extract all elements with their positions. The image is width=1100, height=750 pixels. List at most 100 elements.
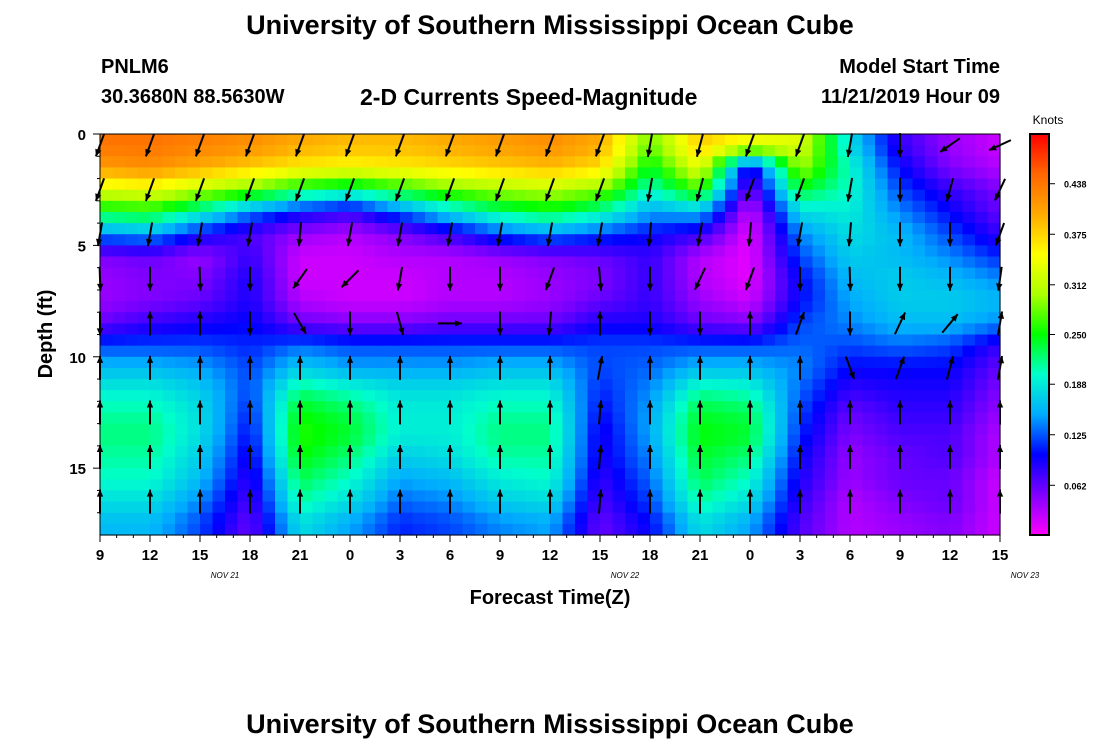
heat-cell [612,245,626,258]
heat-cell [475,423,489,436]
heat-cell [900,457,914,469]
arrow-head [796,445,804,452]
heat-cell [837,356,851,369]
heat-cell [987,390,1001,402]
heat-cell [537,145,551,157]
x-tick-label: 12 [942,547,959,564]
heat-cell [500,356,514,369]
heat-cell [162,178,176,191]
heat-cell [350,501,364,514]
heat-cell [212,334,226,347]
current-arrow [744,178,756,202]
heat-cell [500,490,514,503]
heat-cell [475,134,489,146]
current-arrow [396,266,404,291]
heat-cell [887,167,901,180]
heat-cell [712,189,726,202]
heat-cell [550,223,564,235]
heat-cell [787,501,801,514]
heat-cell [375,523,389,536]
heat-cell [550,490,564,503]
heat-cell [775,512,789,525]
heat-cell [687,234,701,246]
heat-cell [125,245,139,258]
heat-cell [950,423,964,436]
current-arrow [146,355,154,380]
heat-cell [937,512,951,525]
heat-cell [925,312,939,324]
heat-cell [362,501,376,514]
heat-cell [837,156,851,169]
arrow-head [396,400,404,408]
heat-cell [475,445,489,458]
current-arrow [196,400,204,425]
heat-cell [512,134,526,146]
heat-cell [287,312,301,324]
heat-cell [350,211,364,224]
colorbar [1029,133,1050,536]
heat-cell [937,134,951,146]
heat-cell [212,145,226,157]
heat-cell [312,223,326,235]
heat-cell [262,134,276,146]
heat-cell [637,334,651,347]
heat-cell [137,323,151,336]
arrow-head [455,320,462,327]
heat-cell [712,390,726,402]
heat-cell [825,278,839,291]
heat-cell [537,356,551,369]
heat-cell [112,312,126,324]
heat-cell [187,512,201,525]
heat-cell [550,301,564,313]
heat-cell [300,356,314,369]
heat-cell [375,479,389,492]
current-arrow [394,133,406,157]
heat-cell [962,178,976,191]
heat-cell [187,468,201,480]
heat-cell [237,223,251,235]
heat-cell [437,245,451,258]
heat-cell [475,145,489,157]
heat-cell [187,434,201,447]
heat-cell [175,145,189,157]
heat-cell [887,356,901,369]
heat-cell [300,490,314,503]
heat-cell [537,423,551,436]
heat-cell [800,189,814,202]
heat-cell [912,345,926,358]
heat-cell [950,189,964,202]
heat-cell [762,145,776,157]
heat-cell [750,523,764,536]
heat-cell [925,145,939,157]
heat-cell [150,267,164,280]
heat-cell [625,200,639,213]
heat-cell [800,345,814,358]
heat-cell [800,501,814,514]
heat-cell [787,412,801,425]
heat-cell [812,189,826,202]
arrow-head [595,193,602,201]
heat-cell [562,145,576,157]
heat-cell [162,167,176,180]
heat-cell [700,457,714,469]
heat-cell [587,457,601,469]
heat-cell [350,278,364,291]
heat-cell [525,234,539,246]
heat-cell [762,167,776,180]
heat-cell [562,367,576,380]
heat-cell [500,445,514,458]
heat-cell [400,445,414,458]
heat-cell [287,334,301,347]
heat-cell [750,479,764,492]
heat-cell [262,167,276,180]
heat-cell [550,367,564,380]
heat-cell [312,245,326,258]
heat-cell [387,367,401,380]
heat-cell [500,323,514,336]
current-arrow [146,489,154,514]
heat-cell [200,211,214,224]
heat-cell [462,401,476,414]
current-arrow [546,400,554,425]
heat-cell [725,379,739,391]
heat-cell [687,278,701,291]
